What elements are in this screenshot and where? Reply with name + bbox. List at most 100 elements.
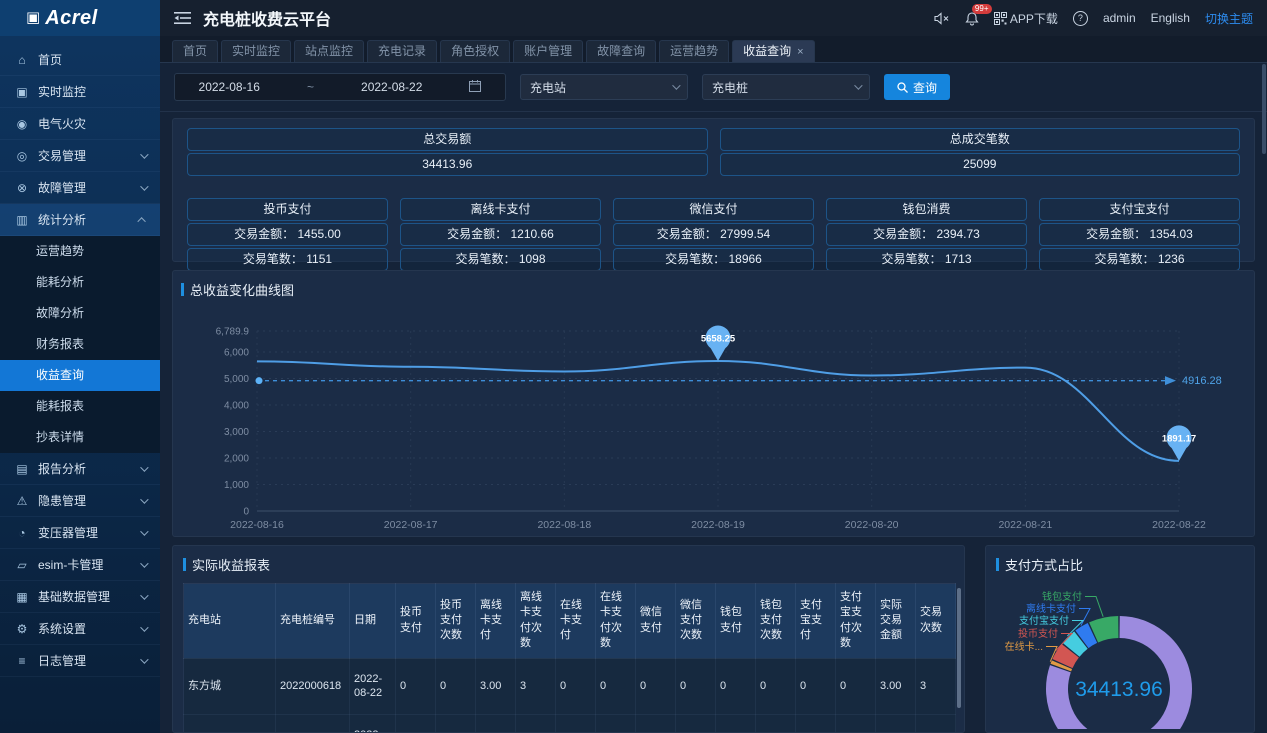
pie-slice-支付宝支付 bbox=[1062, 631, 1088, 657]
table-scrollbar[interactable] bbox=[957, 588, 961, 708]
title-accent-bar bbox=[996, 558, 999, 571]
payment-card-amount: 交易金额： 1210.66 bbox=[400, 223, 601, 246]
sidebar-item-esim-卡管理[interactable]: ▱ esim-卡管理 bbox=[0, 549, 160, 581]
tab-角色授权[interactable]: 角色授权 bbox=[440, 40, 511, 62]
sidebar-item-首页[interactable]: ⌂ 首页 bbox=[0, 44, 160, 76]
revenue-line-chart[interactable]: 0 1,000 2,000 3,000 4,000 5,000 6,000 6,789.9 20… bbox=[181, 299, 1246, 537]
app-download-link[interactable]: APP下载 bbox=[993, 10, 1058, 27]
tab-收益查询[interactable]: 收益查询 × bbox=[732, 40, 815, 62]
theme-switch-link[interactable]: 切换主题 bbox=[1204, 11, 1253, 26]
column-header-支付宝支付: 支付宝支付 bbox=[795, 583, 836, 659]
menu-fold-icon[interactable] bbox=[174, 11, 191, 25]
table-cell: 0 bbox=[755, 657, 796, 716]
pile-select-value: 充电桩 bbox=[712, 80, 749, 95]
table-cell: 0 bbox=[835, 657, 876, 716]
sidebar-item-交易管理[interactable]: ◎ 交易管理 bbox=[0, 140, 160, 172]
table-cell: 0 bbox=[715, 657, 756, 716]
payment-pie-title-text: 支付方式占比 bbox=[1005, 558, 1084, 573]
column-header-投币支付: 投币支付 bbox=[395, 583, 436, 659]
sidebar-item-报告分析[interactable]: ▤ 报告分析 bbox=[0, 453, 160, 485]
search-button-label: 查询 bbox=[913, 80, 938, 95]
table-cell: 2022-08-22 bbox=[349, 657, 396, 716]
chevron-down-icon bbox=[140, 149, 149, 159]
page-scrollbar[interactable] bbox=[1262, 64, 1266, 154]
sidebar-subitem-财务报表[interactable]: 财务报表 bbox=[36, 337, 85, 351]
mute-icon[interactable] bbox=[934, 11, 950, 25]
sidebar-item-日志管理[interactable]: ≡ 日志管理 bbox=[0, 645, 160, 677]
home-icon: ⌂ bbox=[18, 52, 26, 67]
sidebar-item-label: 交易管理 bbox=[38, 149, 87, 163]
table-cell: 0 bbox=[835, 714, 876, 732]
payment-donut-chart[interactable]: 34413.96 钱包支付离线卡支付支付宝支付投币支付在线卡... bbox=[996, 574, 1246, 732]
payment-card-投币支付: 投币支付 交易金额： 1455.00 交易笔数： 1151 bbox=[187, 198, 388, 271]
payment-card-title: 投币支付 bbox=[187, 198, 388, 221]
sidebar-item-统计分析[interactable]: ▥ 统计分析 bbox=[0, 204, 160, 236]
payment-card-amount: 交易金额： 1455.00 bbox=[187, 223, 388, 246]
tab-首页[interactable]: 首页 bbox=[172, 40, 219, 62]
pie-center-value: 34413.96 bbox=[1075, 678, 1163, 701]
date-end[interactable]: 2022-08-22 bbox=[361, 80, 423, 94]
pile-select[interactable]: 充电桩 bbox=[702, 74, 870, 100]
table-cell: 0 bbox=[555, 714, 596, 732]
chevron-down-icon bbox=[854, 81, 863, 90]
sidebar-item-电气火灾[interactable]: ◉ 电气火灾 bbox=[0, 108, 160, 140]
language-switch[interactable]: English bbox=[1150, 11, 1190, 25]
brand-logo-icon: ▣ bbox=[26, 9, 41, 26]
payment-card-title: 离线卡支付 bbox=[400, 198, 601, 221]
tab-运营趋势[interactable]: 运营趋势 bbox=[659, 40, 730, 62]
sidebar-item-隐患管理[interactable]: ⚠ 隐患管理 bbox=[0, 485, 160, 517]
tab-账户管理[interactable]: 账户管理 bbox=[513, 40, 584, 62]
total-count-value: 25099 bbox=[719, 153, 1240, 176]
page-title: 充电桩收费云平台 bbox=[203, 12, 332, 29]
table-cell: 3.00 bbox=[475, 657, 516, 716]
table-cell: 0 bbox=[875, 714, 916, 732]
x-tick-label: 2022-08-17 bbox=[384, 519, 438, 531]
table-row: 东方城 2022000618 2022-08-22 0 0 3.00 3 0 0 0 0 0 0 0 0 3.… bbox=[183, 657, 956, 716]
sidebar-subitem-抄表详情[interactable]: 抄表详情 bbox=[36, 430, 85, 444]
tab-充电记录[interactable]: 充电记录 bbox=[367, 40, 438, 62]
tab-站点监控[interactable]: 站点监控 bbox=[294, 40, 365, 62]
table-cell: 2022000618 bbox=[275, 657, 350, 716]
date-separator: ~ bbox=[306, 80, 314, 94]
brand-logo: ▣ Acrel bbox=[0, 0, 160, 36]
legend-leader-在线卡支付 bbox=[1046, 646, 1058, 662]
date-range-picker[interactable]: 2022-08-16 ~ 2022-08-22 bbox=[174, 73, 506, 101]
username[interactable]: admin bbox=[1102, 11, 1136, 25]
max-point-pin-tail bbox=[710, 347, 726, 361]
close-icon[interactable]: × bbox=[797, 46, 804, 58]
content: 总交易额 34413.96 总成交笔数 25099 投币支付 交易金额： 1455… bbox=[172, 112, 1255, 733]
x-tick-label: 2022-08-18 bbox=[537, 519, 591, 531]
sidebar-item-实时监控[interactable]: ▣ 实时监控 bbox=[0, 76, 160, 108]
sidebar-item-基础数据管理[interactable]: ▦ 基础数据管理 bbox=[0, 581, 160, 613]
transformer-icon: ◔ bbox=[18, 525, 26, 540]
sidebar-item-系统设置[interactable]: ⚙ 系统设置 bbox=[0, 613, 160, 645]
header-actions: 99+ APP下载 ? admin English 切换主题 bbox=[934, 3, 1253, 27]
search-button[interactable]: 查询 bbox=[884, 74, 951, 100]
tab-故障查询[interactable]: 故障查询 bbox=[586, 40, 657, 62]
chevron-down-icon bbox=[140, 558, 149, 568]
min-point-pin-label: 1891.17 bbox=[1162, 433, 1196, 444]
date-start[interactable]: 2022-08-16 bbox=[198, 80, 260, 94]
station-select[interactable]: 充电站 bbox=[520, 74, 688, 100]
sidebar-item-label: 隐患管理 bbox=[38, 494, 87, 508]
max-point-pin bbox=[705, 325, 731, 351]
sidebar-item-故障管理[interactable]: ⊗ 故障管理 bbox=[0, 172, 160, 204]
payment-card-支付宝支付: 支付宝支付 交易金额： 1354.03 交易笔数： 1236 bbox=[1039, 198, 1240, 271]
payment-card-count: 交易笔数： 1151 bbox=[187, 248, 388, 271]
sidebar-subitem-能耗报表[interactable]: 能耗报表 bbox=[36, 399, 85, 413]
sidebar-subitem-收益查询[interactable]: 收益查询 bbox=[0, 360, 160, 391]
y-tick-label: 1,000 bbox=[224, 480, 249, 491]
sidebar: ▣ Acrel ⌂ 首页 ▣ 实时监控 ◉ 电气火灾 ◎ 交易管理 ⊗ 故障管理 ▥ 统计分析运营趋势… bbox=[0, 0, 160, 733]
payment-card-count: 交易笔数： 18966 bbox=[613, 248, 814, 271]
table-cell: 0 bbox=[435, 714, 476, 732]
help-icon[interactable]: ? bbox=[1072, 10, 1088, 26]
chevron-down-icon bbox=[140, 526, 149, 536]
sidebar-item-变压器管理[interactable]: ◔ 变压器管理 bbox=[0, 517, 160, 549]
tab-实时监控[interactable]: 实时监控 bbox=[221, 40, 292, 62]
sidebar-subitem-能耗分析[interactable]: 能耗分析 bbox=[36, 275, 85, 289]
notification-bell-icon[interactable]: 99+ bbox=[965, 3, 992, 26]
table-cell: 2022-08-22 bbox=[349, 714, 396, 732]
revenue-chart-title-text: 总收益变化曲线图 bbox=[190, 283, 295, 298]
sidebar-subitem-故障分析[interactable]: 故障分析 bbox=[36, 306, 85, 320]
sidebar-subitem-运营趋势[interactable]: 运营趋势 bbox=[36, 244, 85, 258]
